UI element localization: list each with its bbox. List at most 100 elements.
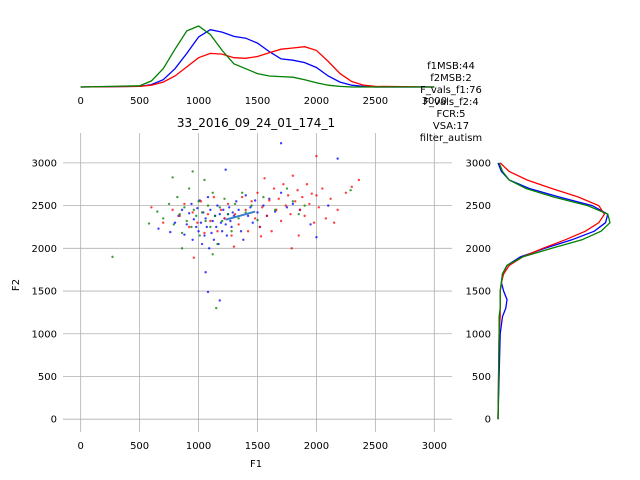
scatter-point: [261, 206, 264, 209]
f2-density-tick-label: 0: [485, 415, 491, 426]
scatter-point: [190, 225, 193, 229]
scatter-point: [173, 221, 177, 224]
y-tick-label: 500: [38, 372, 57, 383]
scatter-point: [324, 217, 328, 220]
scatter-point: [344, 191, 348, 194]
scatter-point: [268, 199, 271, 202]
scatter-point: [172, 223, 176, 226]
scatter-point: [218, 299, 221, 302]
info-text-block: f1MSB:44 f2MSB:2 F_vals_f1:76 F_vals_f2:…: [420, 61, 482, 144]
scatter-trend: [225, 210, 256, 221]
scatter-point: [250, 200, 253, 203]
scatter-point: [187, 225, 191, 229]
x-tick-label: 0: [77, 441, 83, 452]
scatter-point: [218, 206, 221, 209]
scatter-point: [161, 217, 165, 220]
scatter-point: [204, 271, 207, 274]
scatter-point: [206, 195, 210, 199]
scatter-point: [212, 238, 216, 241]
scatter-point: [199, 221, 203, 224]
scatter-point: [203, 231, 206, 235]
f2-density-curve: [497, 162, 609, 420]
scatter-point: [185, 223, 188, 226]
scatter-point: [317, 206, 320, 209]
scatter-point: [178, 212, 181, 216]
scatter-point: [215, 306, 218, 310]
scatter-point: [204, 219, 207, 223]
scatter-point: [213, 214, 217, 218]
scatter-point: [223, 197, 226, 200]
scatter-point: [230, 230, 233, 233]
scatter-point: [200, 242, 204, 246]
scatter-point: [297, 234, 300, 237]
f1-density-tick-label: 3000: [422, 96, 447, 107]
scatter-point: [147, 222, 151, 225]
f2-density-tick-label: 1500: [466, 287, 491, 298]
scatter-point: [256, 211, 259, 214]
scatter-point: [263, 177, 266, 180]
scatter-point: [192, 208, 196, 212]
scatter-point: [207, 247, 211, 250]
scatter-point: [196, 221, 199, 224]
scatter-point: [349, 189, 352, 192]
scatter-point: [253, 199, 257, 202]
scatter-point: [183, 202, 186, 206]
scatter-point: [315, 236, 318, 239]
scatter-point: [206, 290, 210, 294]
scatter-point: [198, 234, 201, 237]
y-tick-label: 3000: [32, 158, 57, 169]
scatter-point: [230, 234, 233, 237]
f1-density-curve: [80, 25, 435, 88]
f1-density-panel: [80, 25, 435, 88]
scatter-point: [290, 247, 293, 250]
scatter-point: [150, 206, 153, 209]
scatter-point: [297, 212, 300, 216]
x-tick-label: 2500: [363, 441, 388, 452]
scatter-point: [210, 231, 213, 235]
scatter-point: [253, 217, 257, 220]
scatter-point: [284, 204, 287, 207]
info-line-f2msb: f2MSB:2: [430, 73, 471, 84]
scatter-point: [231, 211, 234, 214]
scatter-point: [183, 206, 186, 209]
scatter-y-ticks: 0 500 1000 1500 2000 2500 3000: [32, 158, 57, 425]
scatter-point: [178, 214, 181, 218]
f2-density-panel: [497, 162, 611, 420]
f2-density-curve: [497, 162, 606, 420]
scatter-point: [259, 235, 263, 238]
scatter-point: [209, 219, 212, 223]
scatter-point: [157, 227, 160, 230]
scatter-point: [220, 230, 224, 233]
scatter-point: [196, 206, 199, 210]
trend-line: [225, 210, 256, 221]
scatter-point: [190, 202, 193, 206]
scatter-x-ticks: 0 500 1000 1500 2000 2500 3000: [77, 441, 447, 452]
scatter-point: [191, 211, 194, 214]
scatter-point: [187, 212, 191, 215]
scatter-point: [205, 225, 209, 229]
scatter-point: [171, 176, 174, 179]
scatter-point: [230, 225, 233, 229]
scatter-point: [321, 187, 324, 190]
scatter-point: [226, 212, 230, 216]
scatter-point: [256, 191, 259, 194]
scatter-point: [250, 204, 253, 207]
scatter-point: [242, 238, 245, 241]
y-tick-label: 2000: [32, 244, 57, 255]
scatter-point: [224, 168, 227, 171]
scatter-point: [270, 230, 273, 233]
scatter-point: [233, 212, 237, 216]
scatter-point: [282, 183, 285, 186]
scatter-point: [279, 219, 283, 223]
scatter-point: [211, 219, 214, 223]
scatter-point: [209, 208, 212, 212]
scatter-point: [277, 197, 280, 200]
scatter-point: [268, 197, 271, 200]
scatter-point: [180, 208, 184, 212]
scatter-point: [216, 204, 219, 207]
scatter-point: [301, 195, 304, 199]
scatter-point: [305, 183, 309, 186]
f2-density-curve: [497, 162, 611, 420]
x-tick-label: 1500: [245, 441, 270, 452]
scatter-point: [294, 200, 297, 203]
